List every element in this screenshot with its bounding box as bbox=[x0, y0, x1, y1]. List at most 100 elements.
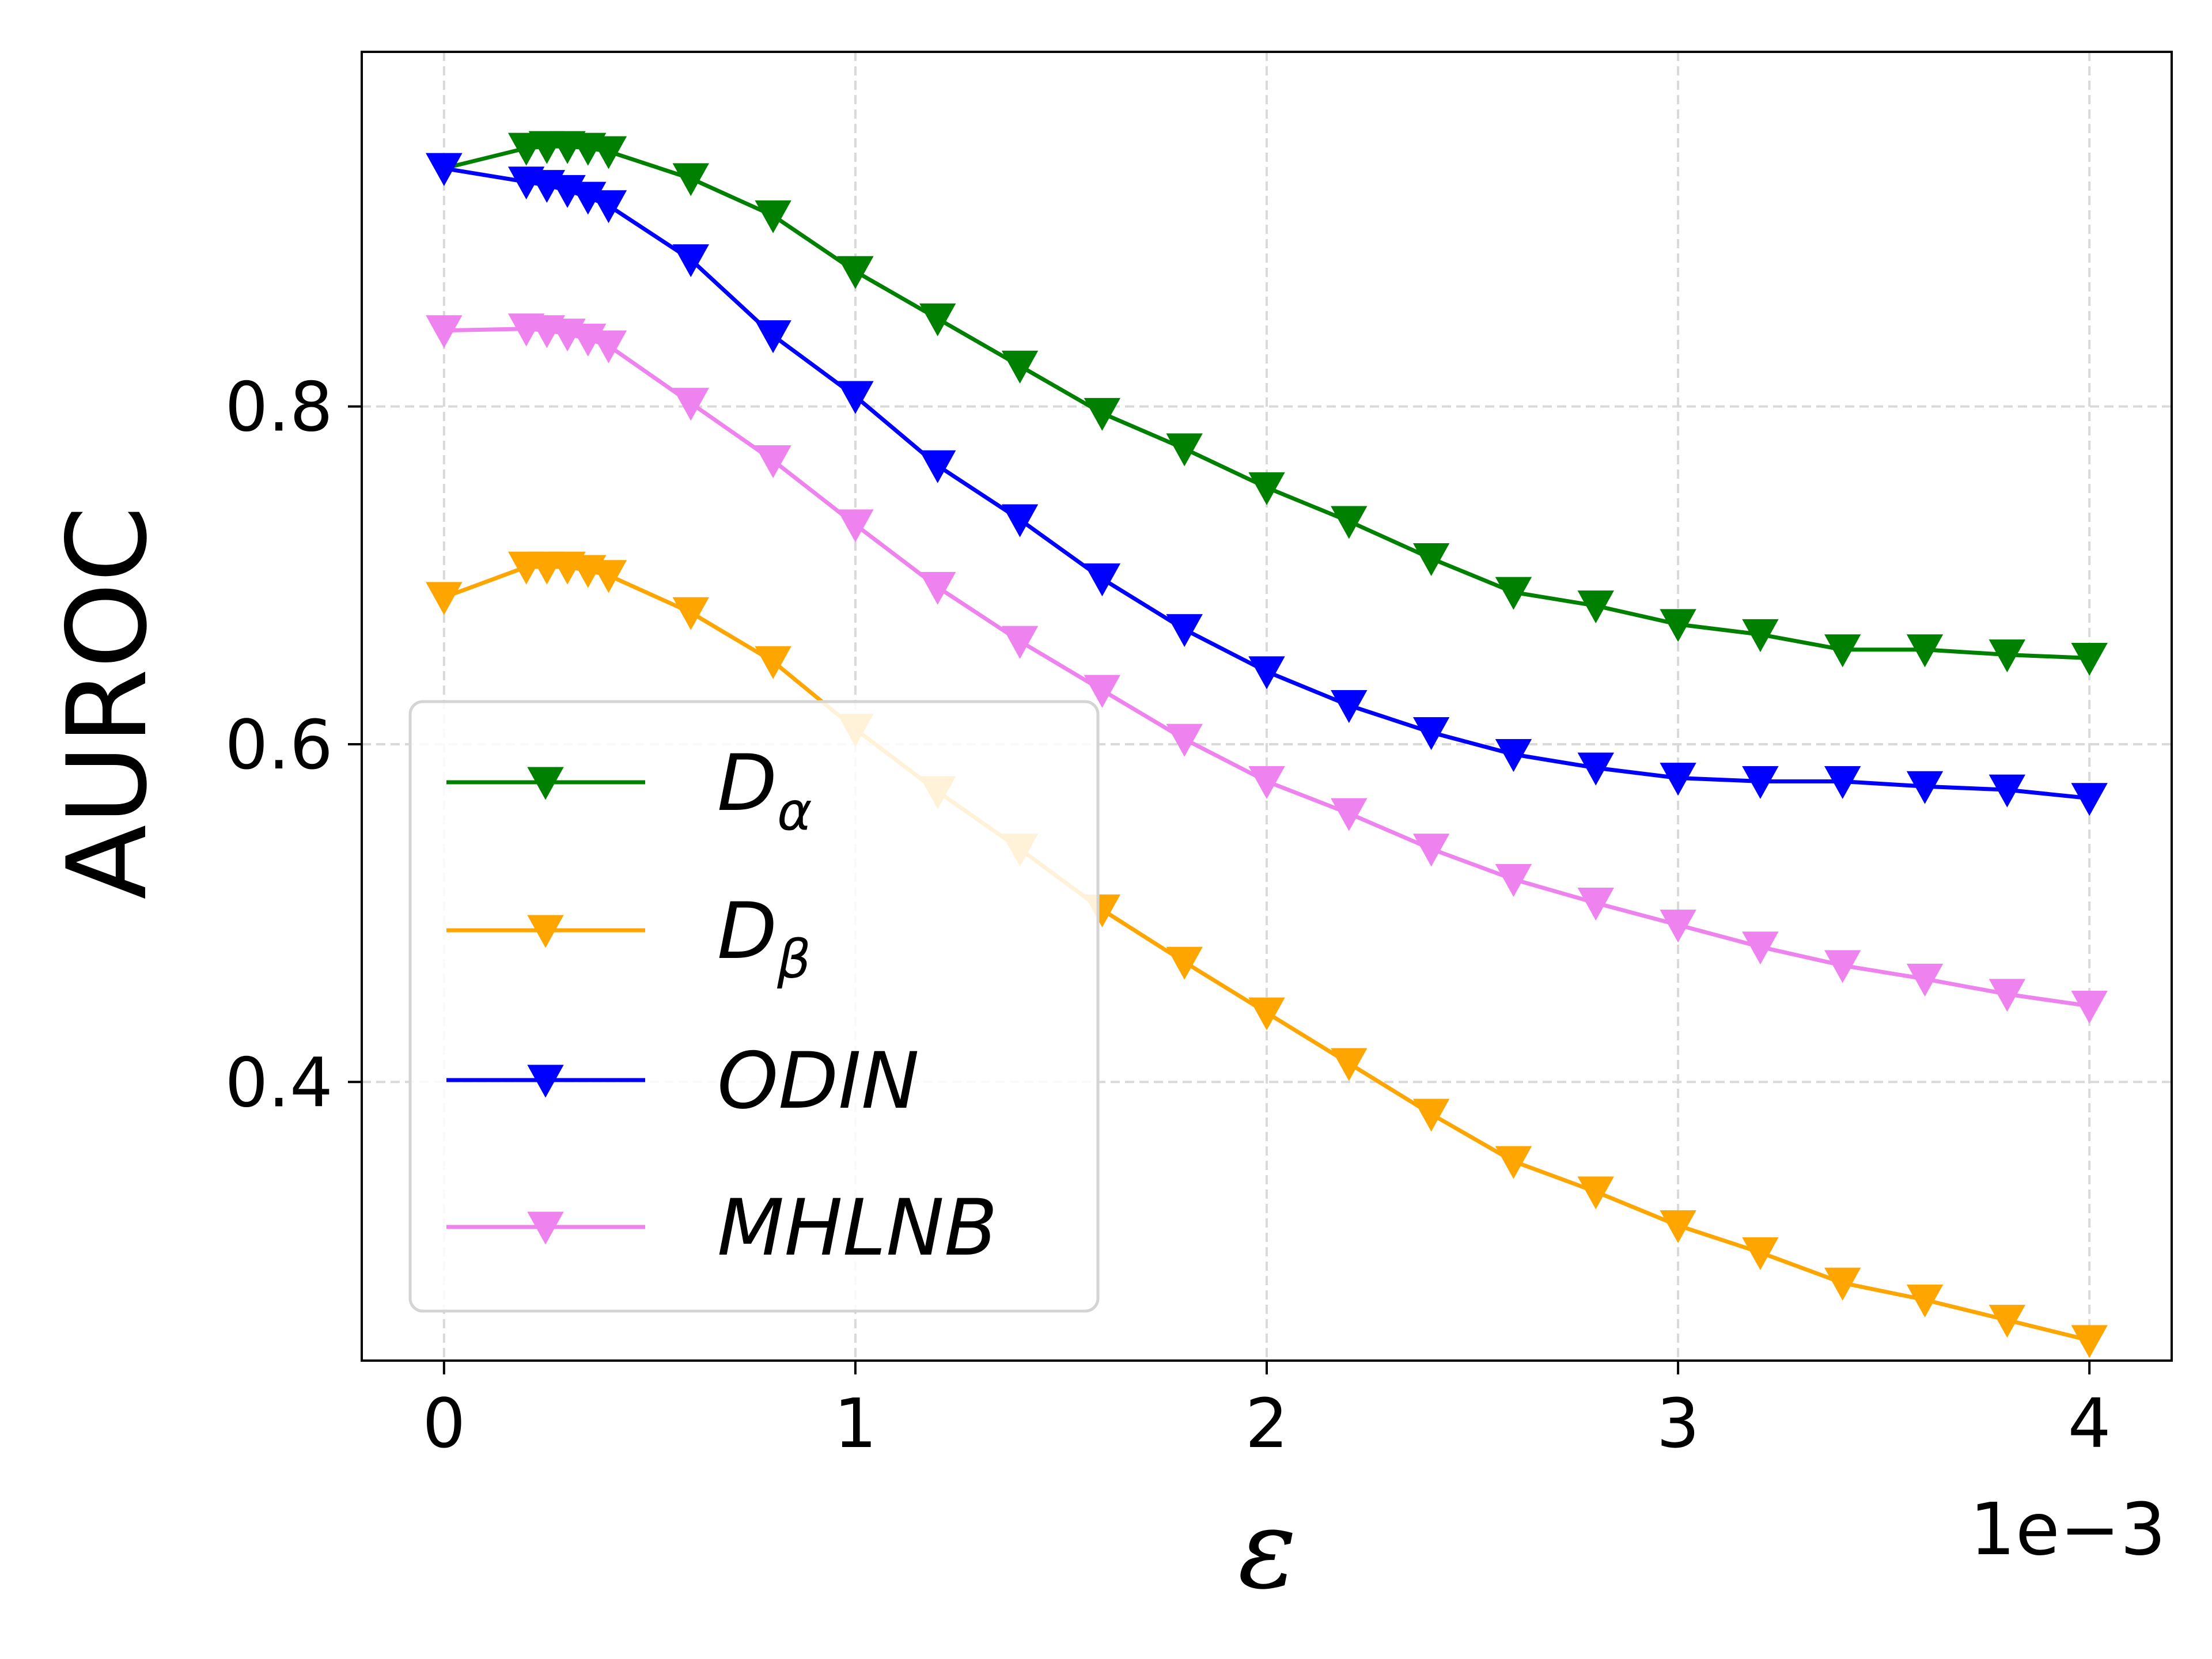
legend-label-main: D bbox=[717, 738, 777, 828]
data-point-odin bbox=[2071, 783, 2108, 816]
series-odin bbox=[426, 153, 2108, 816]
series-group bbox=[426, 131, 2108, 1358]
data-point-mhlnb bbox=[1001, 626, 1039, 659]
data-point-mhlnb bbox=[2071, 990, 2108, 1024]
data-point-odin bbox=[1906, 771, 1944, 804]
data-point-odin bbox=[1331, 690, 1368, 724]
data-point-odin bbox=[1248, 656, 1285, 690]
data-point-d-beta bbox=[1331, 1048, 1368, 1081]
data-point-odin bbox=[1988, 774, 2026, 808]
data-point-d-beta bbox=[426, 582, 463, 615]
data-point-mhlnb bbox=[755, 445, 791, 479]
data-point-d-beta bbox=[755, 646, 791, 679]
x-tick-label: 4 bbox=[2068, 1384, 2111, 1463]
data-point-d-beta bbox=[1495, 1146, 1532, 1179]
data-point-odin bbox=[426, 153, 463, 186]
data-point-odin bbox=[1577, 752, 1614, 786]
data-point-d-beta bbox=[1824, 1267, 1861, 1301]
data-point-mhlnb bbox=[590, 330, 627, 363]
legend-label-main: D bbox=[717, 886, 777, 976]
data-point-d-alpha bbox=[1331, 506, 1368, 539]
data-point-odin bbox=[1166, 614, 1203, 647]
legend-swatch-marker bbox=[527, 767, 564, 800]
data-point-d-beta bbox=[672, 597, 709, 630]
data-point-d-alpha bbox=[2071, 642, 2108, 676]
data-point-odin bbox=[1660, 763, 1696, 796]
legend-label: MHLNB bbox=[717, 1183, 998, 1273]
legend-label-main: MHLNB bbox=[717, 1183, 998, 1273]
data-point-d-beta bbox=[1660, 1210, 1696, 1244]
data-point-d-alpha bbox=[1660, 609, 1696, 642]
data-point-odin bbox=[755, 320, 791, 354]
data-point-d-beta bbox=[1742, 1237, 1779, 1270]
data-point-mhlnb bbox=[1660, 910, 1696, 943]
data-point-d-alpha bbox=[837, 256, 874, 289]
data-point-d-beta bbox=[590, 560, 627, 593]
data-point-d-alpha bbox=[1001, 350, 1039, 384]
y-tick-label: 0.4 bbox=[225, 1043, 333, 1122]
data-point-odin bbox=[1495, 739, 1532, 772]
data-point-mhlnb bbox=[1331, 798, 1368, 831]
data-point-d-alpha bbox=[1495, 577, 1532, 610]
data-point-d-alpha bbox=[1988, 639, 2026, 673]
data-point-d-alpha bbox=[1577, 590, 1614, 624]
data-point-d-alpha bbox=[1084, 397, 1121, 431]
data-point-odin bbox=[1001, 504, 1039, 537]
legend-item-odin: ODIN bbox=[446, 1036, 919, 1126]
legend-label-subscript: β bbox=[777, 929, 811, 990]
x-tick-label: 1 bbox=[834, 1384, 877, 1463]
data-point-mhlnb bbox=[1906, 963, 1944, 997]
x-tick-label: 3 bbox=[1657, 1384, 1700, 1463]
data-point-odin bbox=[590, 190, 627, 224]
data-point-mhlnb bbox=[1412, 834, 1450, 867]
y-tick-label: 0.8 bbox=[225, 368, 333, 447]
data-point-odin bbox=[919, 450, 956, 483]
data-point-d-alpha bbox=[672, 163, 709, 196]
data-point-d-alpha bbox=[1824, 634, 1861, 668]
legend-swatch-marker bbox=[527, 915, 564, 948]
data-point-d-beta bbox=[1248, 997, 1285, 1031]
x-tick-label: 2 bbox=[1245, 1384, 1288, 1463]
data-point-mhlnb bbox=[1248, 766, 1285, 800]
data-point-mhlnb bbox=[1742, 931, 1779, 965]
legend-item-d-beta: Dβ bbox=[446, 886, 811, 990]
legend-label: ODIN bbox=[717, 1036, 919, 1126]
data-point-d-alpha bbox=[1248, 472, 1285, 505]
data-point-d-alpha bbox=[1412, 543, 1450, 577]
data-point-d-alpha bbox=[1906, 634, 1944, 668]
legend-label: Dβ bbox=[717, 886, 811, 990]
data-point-d-alpha bbox=[1166, 433, 1203, 467]
data-point-mhlnb bbox=[1577, 888, 1614, 921]
data-point-d-beta bbox=[2071, 1325, 2108, 1358]
axis-ticks: 0 1 2 3 4 0.4 0.6 0.8 bbox=[225, 368, 2111, 1463]
data-point-odin bbox=[837, 381, 874, 414]
data-point-mhlnb bbox=[426, 315, 463, 349]
legend-label-subscript: α bbox=[777, 781, 812, 842]
legend-item-d-alpha: Dα bbox=[446, 738, 812, 842]
data-point-odin bbox=[1412, 717, 1450, 750]
data-point-d-alpha bbox=[919, 303, 956, 336]
legend-label: Dα bbox=[717, 738, 812, 842]
y-tick-label: 0.6 bbox=[225, 705, 333, 785]
data-point-d-alpha bbox=[755, 200, 791, 233]
data-point-odin bbox=[672, 244, 709, 278]
data-point-mhlnb bbox=[837, 509, 874, 543]
legend-box bbox=[408, 700, 1100, 1313]
data-point-mhlnb bbox=[919, 571, 956, 605]
legend-swatch-marker bbox=[527, 1211, 564, 1245]
data-point-mhlnb bbox=[1824, 950, 1861, 983]
y-axis-title: AUROC bbox=[44, 506, 171, 899]
data-point-mhlnb bbox=[672, 388, 709, 421]
legend-swatch-marker bbox=[527, 1065, 564, 1098]
data-point-odin bbox=[1084, 563, 1121, 597]
data-point-d-beta bbox=[1166, 946, 1203, 980]
x-axis-offset-label: 1e−3 bbox=[1969, 1488, 2166, 1571]
data-point-d-beta bbox=[1988, 1305, 2026, 1338]
x-tick-label: 0 bbox=[422, 1384, 465, 1463]
legend-label-main: ODIN bbox=[717, 1036, 919, 1126]
data-point-d-beta bbox=[1577, 1176, 1614, 1210]
